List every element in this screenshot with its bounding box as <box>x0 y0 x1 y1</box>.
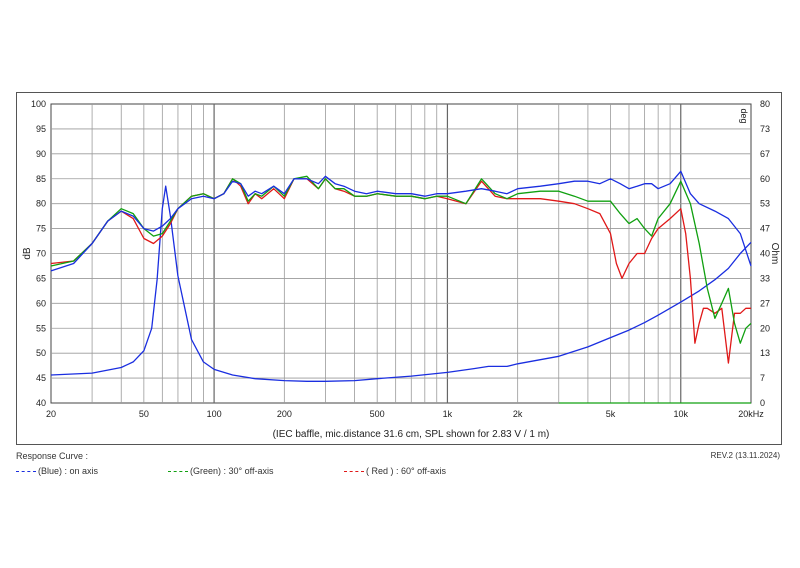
y-tick-label: 65 <box>36 273 46 283</box>
y2-axis-label: Ohm <box>769 243 780 265</box>
y-tick-label: 60 <box>36 298 46 308</box>
y-tick-label: 85 <box>36 174 46 184</box>
blue-on-axis-curve <box>50 170 752 272</box>
y2-tick-label: 60 <box>760 174 770 184</box>
legend-item-red: ( Red ) : 60° off-axis <box>344 466 446 476</box>
x-tick-label: 200 <box>277 409 292 419</box>
y-tick-label: 50 <box>36 348 46 358</box>
y-tick-label: 45 <box>36 373 46 383</box>
revision-label: REV.2 (13.11.2024) <box>710 451 780 460</box>
legend-item-blue: (Blue) : on axis <box>16 466 98 476</box>
y2-tick-label: 7 <box>760 373 765 383</box>
y2-tick-label: 80 <box>760 99 770 109</box>
x-tick-label: 20 <box>46 409 56 419</box>
x-tick-label: 2k <box>513 409 523 419</box>
y2-tick-label: 0 <box>760 398 765 408</box>
y2-unit-label: deg <box>739 108 749 123</box>
legend-swatch-green <box>168 471 188 473</box>
green-30deg-curve <box>50 175 752 344</box>
chart-frame <box>16 92 782 445</box>
y-tick-label: 95 <box>36 124 46 134</box>
y2-tick-label: 40 <box>760 249 770 259</box>
x-tick-label: 10k <box>674 409 689 419</box>
legend-swatch-blue <box>16 471 36 473</box>
x-tick-label: 20kHz <box>738 409 764 419</box>
y2-tick-label: 73 <box>760 124 770 134</box>
y-tick-label: 90 <box>36 149 46 159</box>
legend-item-green: (Green) : 30° off-axis <box>168 466 273 476</box>
response-curve-label: Response Curve : <box>16 451 89 461</box>
y-axis-label: dB <box>22 247 33 260</box>
y-tick-label: 80 <box>36 199 46 209</box>
legend-label-red: ( Red ) : 60° off-axis <box>366 466 446 476</box>
y2-tick-label: 47 <box>760 224 770 234</box>
x-tick-label: 1k <box>443 409 453 419</box>
impedance-curve <box>50 185 752 382</box>
y-tick-label: 40 <box>36 398 46 408</box>
x-tick-label: 100 <box>207 409 222 419</box>
y2-tick-label: 33 <box>760 273 770 283</box>
y2-tick-label: 20 <box>760 323 770 333</box>
legend-swatch-red <box>344 471 364 473</box>
y-tick-label: 75 <box>36 224 46 234</box>
legend-label-blue: (Blue) : on axis <box>38 466 99 476</box>
y2-tick-label: 53 <box>760 199 770 209</box>
y2-tick-label: 27 <box>760 298 770 308</box>
y-tick-label: 55 <box>36 323 46 333</box>
y-tick-label: 70 <box>36 249 46 259</box>
y2-tick-label: 67 <box>760 149 770 159</box>
y2-tick-label: 13 <box>760 348 770 358</box>
legend-label-green: (Green) : 30° off-axis <box>190 466 274 476</box>
chart-caption: (IEC baffle, mic.distance 31.6 cm, SPL s… <box>273 429 550 440</box>
x-tick-label: 5k <box>606 409 616 419</box>
y-tick-label: 100 <box>31 99 46 109</box>
x-tick-label: 500 <box>370 409 385 419</box>
x-tick-label: 50 <box>139 409 149 419</box>
